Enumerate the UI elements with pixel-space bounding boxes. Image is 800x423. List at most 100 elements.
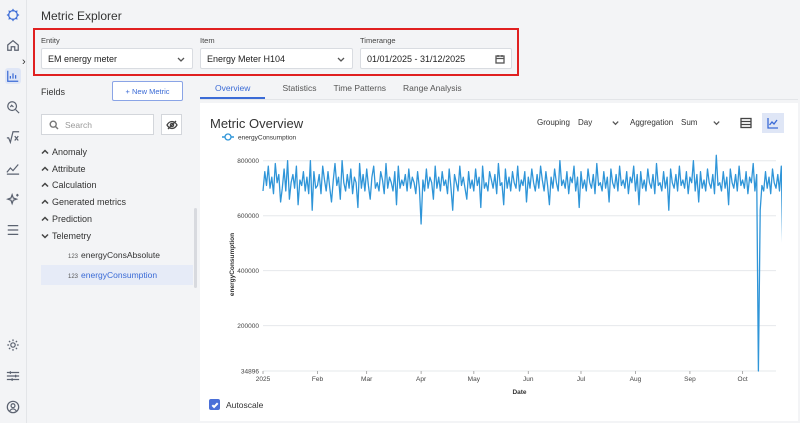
entity-value: EM energy meter — [48, 53, 118, 64]
chevron-up-icon — [41, 166, 49, 172]
y-tick-label: 800000 — [237, 158, 259, 165]
x-tick-label: Aug — [630, 376, 642, 383]
item-field: Item Energy Meter H104 — [200, 36, 353, 69]
y-tick-label: 400000 — [237, 268, 259, 275]
chevron-down-icon — [337, 57, 345, 62]
tree-group-label: Calculation — [52, 180, 97, 190]
entity-select[interactable]: EM energy meter — [41, 48, 193, 69]
legend-label: energyConsumption — [238, 135, 297, 142]
check-icon — [211, 402, 218, 408]
search-chart-icon[interactable] — [5, 99, 21, 115]
sparkle-icon[interactable] — [5, 192, 21, 208]
item-label: Item — [200, 36, 215, 45]
chart-icon[interactable] — [5, 68, 21, 84]
item-select[interactable]: Energy Meter H104 — [200, 48, 353, 69]
numeric-type-icon: 123 — [68, 254, 79, 260]
x-tick-label: Sep — [684, 376, 696, 383]
chevron-down-icon — [612, 121, 619, 126]
chart-view-button[interactable] — [762, 113, 784, 133]
gear-icon[interactable] — [5, 337, 21, 353]
aggregation-label: Aggregation — [630, 118, 674, 127]
x-tick-label: Feb — [312, 376, 324, 383]
chevron-up-icon — [41, 182, 49, 188]
table-icon — [740, 117, 752, 129]
y-tick-label: 200000 — [237, 323, 259, 330]
fields-label: Fields — [41, 87, 66, 97]
chart-panel — [200, 103, 798, 421]
search-input[interactable]: Search — [41, 114, 154, 135]
chart-title: Metric Overview — [210, 116, 304, 131]
home-icon[interactable] — [5, 37, 21, 53]
new-metric-button[interactable]: + New Metric — [112, 81, 183, 101]
grouping-label: Grouping — [537, 118, 570, 127]
leaf-label: energyConsAbsolute — [81, 250, 160, 260]
tree-group-calculation[interactable]: Calculation — [41, 180, 97, 190]
grouping-value: Day — [578, 118, 593, 127]
chevron-down-icon — [177, 57, 185, 62]
item-value: Energy Meter H104 — [207, 53, 286, 64]
numeric-type-icon: 123 — [68, 274, 79, 280]
tree-group-label: Anomaly — [52, 147, 88, 157]
autoscale-toggle[interactable]: Autoscale — [209, 399, 263, 410]
x-tick-label: 2025 — [256, 376, 271, 383]
series-line-energyConsumption — [262, 154, 782, 372]
tab-overview[interactable]: Overview — [200, 79, 266, 99]
legend-marker — [224, 133, 232, 141]
calendar-icon[interactable] — [495, 54, 505, 64]
page-title: Metric Explorer — [41, 9, 122, 23]
tree-group-anomaly[interactable]: Anomaly — [41, 147, 87, 157]
aggregation-select[interactable]: Sum — [681, 118, 721, 127]
search-placeholder: Search — [65, 119, 92, 130]
x-tick-label: Jun — [523, 376, 534, 383]
logo-icon[interactable] — [5, 7, 21, 23]
user-icon[interactable] — [5, 399, 21, 415]
timerange-input[interactable]: 01/01/2025 - 31/12/2025 — [360, 48, 512, 69]
aggregation-value: Sum — [681, 118, 698, 127]
chevron-right-icon[interactable]: › — [22, 56, 26, 68]
grouping-select[interactable]: Day — [578, 118, 620, 127]
chevron-up-icon — [41, 149, 49, 155]
x-tick-label: Mar — [361, 376, 373, 383]
hide-toggle-button[interactable] — [161, 114, 182, 135]
x-axis-label: Date — [512, 389, 526, 396]
chevron-up-icon — [41, 199, 49, 205]
timerange-value: 01/01/2025 - 31/12/2025 — [367, 53, 466, 64]
tree-group-label: Telemetry — [52, 231, 92, 241]
tab-divider — [200, 99, 798, 100]
sliders-icon[interactable] — [5, 368, 21, 384]
tab-statistics[interactable]: Statistics — [282, 83, 317, 93]
tab-range-analysis[interactable]: Range Analysis — [403, 83, 462, 93]
tree-group-prediction[interactable]: Prediction — [41, 214, 92, 224]
tree-leaf-energy-consumption[interactable]: 123 energyConsumption — [68, 270, 157, 280]
left-rail — [0, 0, 27, 423]
tree-group-label: Generated metrics — [52, 197, 127, 207]
tree-group-telemetry[interactable]: Telemetry — [41, 231, 91, 241]
y-tick-label: 34896 — [241, 369, 259, 376]
chevron-down-icon — [41, 233, 49, 239]
tree-group-label: Attribute — [52, 164, 86, 174]
fields-scrollbar[interactable] — [194, 208, 197, 288]
chevron-up-icon — [41, 216, 49, 222]
tab-time-patterns[interactable]: Time Patterns — [333, 83, 387, 93]
autoscale-checkbox[interactable] — [209, 399, 220, 410]
timerange-label: Timerange — [360, 36, 396, 45]
y-tick-label: 600000 — [237, 213, 259, 220]
sqrt-icon[interactable] — [5, 129, 21, 145]
tab-bar: Overview Statistics Time Patterns Range … — [200, 79, 479, 99]
trend-icon[interactable] — [5, 160, 21, 176]
table-view-button[interactable] — [735, 113, 757, 133]
tree-group-attribute[interactable]: Attribute — [41, 164, 86, 174]
x-tick-label: Apr — [416, 376, 427, 383]
tree-leaf-energy-cons-absolute[interactable]: 123 energyConsAbsolute — [68, 250, 160, 260]
x-tick-label: Oct — [738, 376, 748, 383]
menu-icon[interactable] — [5, 222, 21, 238]
entity-label: Entity — [41, 36, 60, 45]
line-chart-icon — [767, 118, 778, 129]
tree-group-generated-metrics[interactable]: Generated metrics — [41, 197, 126, 207]
entity-field: Entity EM energy meter — [41, 36, 193, 69]
autoscale-label: Autoscale — [226, 399, 264, 410]
timerange-field: Timerange 01/01/2025 - 31/12/2025 — [360, 36, 512, 69]
leaf-label: energyConsumption — [81, 270, 158, 280]
selected-row-highlight — [41, 265, 193, 285]
